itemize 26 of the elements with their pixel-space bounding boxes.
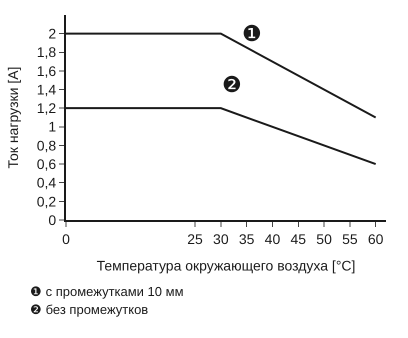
x-axis-title: Температура окружающего воздуха [°C] [96,258,356,274]
annotation: ❶ [242,21,262,46]
x-tick-label: 25 [187,230,204,247]
x-tick-label: 60 [368,230,384,247]
text: ❷ без промежутков [30,302,148,317]
x-tick-label: 0 [62,230,70,247]
x-tick-label: 50 [316,230,332,247]
y-tick-label: 1,8 [36,44,56,60]
annotation: ❷ [222,72,242,97]
x-tick-label: 55 [342,230,358,247]
y-tick-label: 2 [48,26,56,42]
y-tick-label: 0,4 [36,174,56,191]
y-tick-label: 0 [48,212,56,228]
text: ❶ с промежутками 10 мм [30,284,184,299]
y-axis-title: Ток нагрузки [A] [4,66,21,168]
y-tick-label: 1,2 [36,100,56,116]
x-tick-label: 45 [290,230,306,247]
y-tick-label: 0,6 [36,156,56,172]
y-tick-label: 1 [48,118,56,135]
x-tick-label: 40 [264,230,280,247]
x-tick-label: 30 [213,230,229,247]
y-tick-label: 0,8 [36,137,56,154]
y-tick-label: 1,6 [36,62,56,79]
y-tick-label: 0,2 [36,193,56,210]
y-tick-label: 1,4 [36,81,56,98]
x-tick-label: 35 [238,230,255,247]
